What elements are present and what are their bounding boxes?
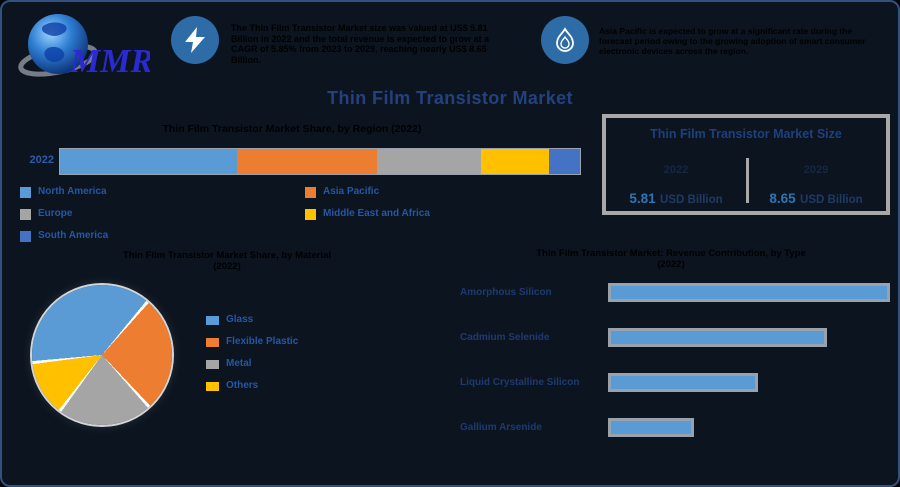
legend-marker-others: [206, 382, 219, 391]
legend-label-metal: Metal: [226, 358, 252, 369]
market-size-year-2029: 2029: [803, 164, 829, 176]
legend-marker-middle-east-and-africa: [305, 209, 316, 220]
legend-label-asia-pacific: Asia Pacific: [323, 186, 380, 197]
mmr-logo: MMR: [18, 8, 153, 80]
type-chart-title: Thin Film Transistor Market: Revenue Con…: [470, 248, 872, 270]
type-bar-amorphous-silicon: [608, 283, 890, 302]
lightning-icon-circle: [171, 16, 219, 64]
legend-label-flexible-plastic: Flexible Plastic: [226, 336, 299, 347]
type-chart-rows: Amorphous Silicon Cadmium Selenide Liquid …: [460, 270, 890, 450]
market-size-divider: [746, 158, 749, 203]
market-size-box: Thin Film Transistor Market Size 2022 20…: [602, 114, 890, 215]
type-label-gallium-arsenide: Gallium Arsenide: [460, 422, 542, 433]
legend-marker-north-america: [20, 187, 31, 198]
legend-label-glass: Glass: [226, 314, 254, 325]
pie-title-line2: (2022): [213, 261, 241, 272]
flame-icon-circle: [541, 16, 589, 64]
legend-marker-asia-pacific: [305, 187, 316, 198]
legend-item-glass: Glass: [206, 314, 298, 329]
pie-title-line1: Thin Film Transistor Market Share, by Ma…: [122, 250, 331, 261]
bar-segment-asia-pacific: [236, 149, 378, 174]
legend-item-metal: Metal: [206, 358, 298, 373]
legend-label-north-america: North America: [38, 186, 107, 197]
market-size-value-2022: 5.81 USD Billion: [606, 190, 746, 208]
type-bar-gallium-arsenide: [608, 418, 694, 437]
lightning-icon: [185, 27, 205, 53]
type-row-amorphous-silicon: Amorphous Silicon: [460, 270, 890, 315]
market-size-value-2029: 8.65 USD Billion: [746, 190, 886, 208]
legend-label-others: Others: [226, 380, 259, 391]
bar-segment-middle-east-and-africa: [481, 149, 549, 174]
legend-marker-europe: [20, 209, 31, 220]
type-label-amorphous-silicon: Amorphous Silicon: [460, 287, 552, 298]
type-bar-cadmium-selenide: [608, 328, 827, 347]
legend-marker-glass: [206, 316, 219, 325]
market-size-box-title: Thin Film Transistor Market Size: [650, 127, 842, 141]
legend-item-middle-east-and-africa: Middle East and Africa: [305, 208, 430, 223]
legend-label-europe: Europe: [38, 208, 73, 219]
bar-segment-south-america: [548, 149, 580, 174]
legend-label-south-america: South America: [38, 230, 109, 241]
type-label-cadmium-selenide: Cadmium Selenide: [460, 332, 550, 343]
type-row-liquid-crystalline-silicon: Liquid Crystalline Silicon: [460, 360, 890, 405]
pie-legend: Glass Flexible Plastic Metal Others: [206, 314, 298, 402]
pie-chart-title: Thin Film Transistor Market Share, by Ma…: [17, 250, 437, 272]
region-legend-col2: Asia Pacific Middle East and Africa: [305, 186, 430, 230]
page-title: Thin Film Transistor Market: [327, 88, 573, 108]
type-row-gallium-arsenide: Gallium Arsenide: [460, 405, 890, 450]
legend-marker-flexible-plastic: [206, 338, 219, 347]
market-size-unit-2022: USD Billion: [660, 194, 723, 206]
legend-item-europe: Europe: [20, 208, 108, 223]
legend-item-north-america: North America: [20, 186, 108, 201]
type-label-liquid-crystalline-silicon: Liquid Crystalline Silicon: [460, 377, 580, 388]
bar-segment-europe: [377, 149, 482, 174]
flame-icon: [556, 27, 574, 52]
region-stacked-bar: [59, 148, 581, 175]
material-pie-chart: [32, 285, 172, 425]
type-title-line1: Thin Film Transistor Market: Revenue Con…: [536, 248, 806, 259]
logo-text: MMR: [69, 43, 150, 80]
legend-item-south-america: South America: [20, 230, 108, 245]
market-size-number-2029: 8.65: [769, 191, 796, 206]
header-stat1-text: The Thin Film Transistor Market size was…: [231, 23, 490, 65]
type-row-cadmium-selenide: Cadmium Selenide: [460, 315, 890, 360]
header-stat2-text: Asia Pacific is expected to grow at a si…: [599, 26, 866, 56]
market-size-year-2022: 2022: [663, 164, 689, 176]
legend-marker-south-america: [20, 231, 31, 242]
region-chart-title: Thin Film Transistor Market Share, by Re…: [162, 123, 422, 135]
legend-label-middle-east-and-africa: Middle East and Africa: [323, 208, 430, 219]
type-title-line2: (2022): [657, 259, 685, 270]
globe-icon: MMR: [18, 14, 153, 80]
market-size-unit-2029: USD Billion: [800, 194, 863, 206]
bar-segment-north-america: [60, 149, 237, 174]
legend-item-others: Others: [206, 380, 298, 395]
region-axis-label: 2022: [29, 154, 54, 166]
legend-marker-metal: [206, 360, 219, 369]
type-bar-liquid-crystalline-silicon: [608, 373, 758, 392]
legend-item-asia-pacific: Asia Pacific: [305, 186, 430, 201]
region-legend-col1: North America Europe South America: [20, 186, 108, 252]
legend-item-flexible-plastic: Flexible Plastic: [206, 336, 298, 351]
market-size-number-2022: 5.81: [629, 191, 656, 206]
